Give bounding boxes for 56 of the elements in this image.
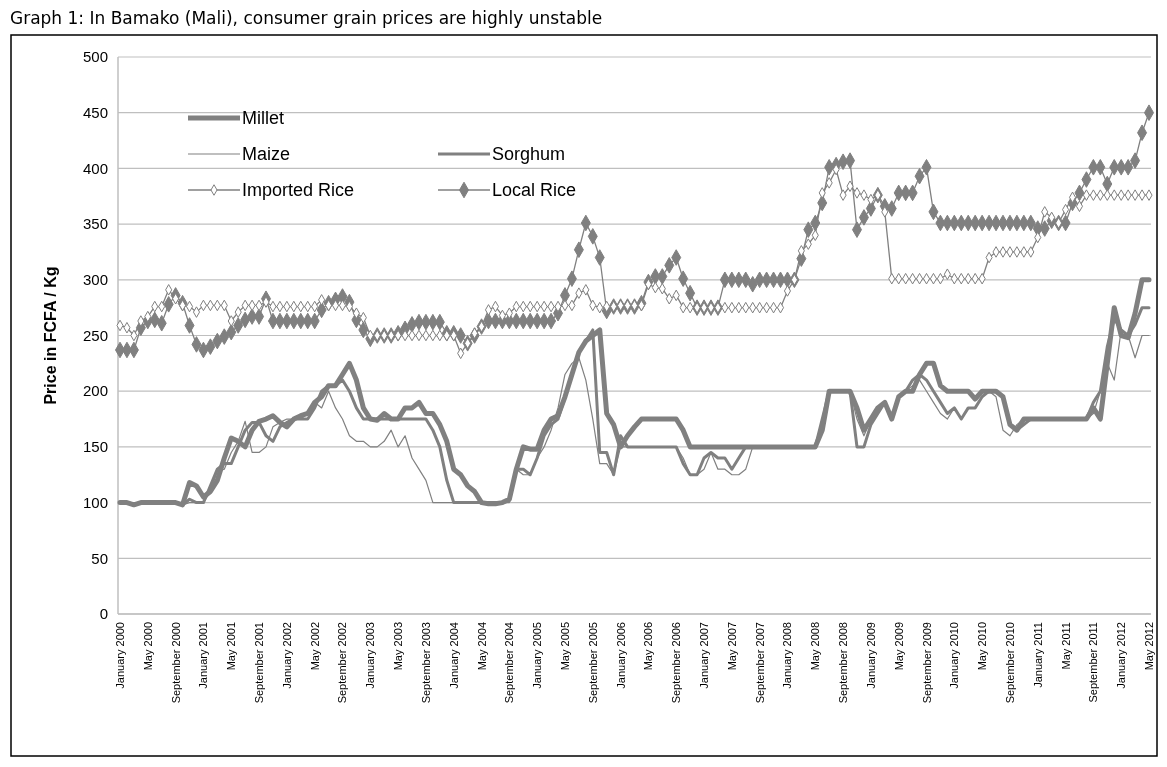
- x-tick-label: January 2011: [1031, 622, 1044, 688]
- y-tick-label: 50: [91, 549, 108, 567]
- x-tick-label: September 2003: [419, 622, 432, 704]
- x-tick-label: May 2001: [225, 622, 238, 671]
- y-tick-label: 0: [99, 605, 108, 623]
- x-tick-label: May 2000: [141, 622, 154, 671]
- x-tick-label: May 2002: [308, 622, 321, 671]
- x-tick-label: May 2011: [1059, 622, 1072, 670]
- x-tick-label: September 2010: [1003, 622, 1016, 704]
- chart-title: Graph 1: In Bamako (Mali), consumer grain prices are highly unstable: [10, 8, 603, 28]
- y-tick-label: 100: [82, 493, 108, 511]
- y-axis-title: Price in FCFA / Kg: [42, 266, 59, 405]
- x-tick-label: September 2004: [503, 622, 516, 704]
- legend-label: Imported Rice: [242, 180, 355, 201]
- x-tick-label: September 2002: [336, 622, 349, 704]
- x-tick-label: May 2009: [892, 622, 905, 671]
- x-tick-label: January 2001: [197, 622, 210, 689]
- x-tick-label: September 2011: [1087, 622, 1100, 703]
- y-tick-label: 150: [82, 438, 108, 456]
- y-tick-label: 250: [82, 326, 108, 344]
- x-tick-label: January 2005: [531, 622, 544, 689]
- y-tick-label: 400: [82, 159, 108, 177]
- x-tick-label: January 2000: [114, 622, 126, 689]
- x-tick-label: January 2008: [781, 622, 794, 689]
- x-tick-label: September 2007: [753, 622, 766, 704]
- x-tick-label: May 2006: [642, 622, 655, 671]
- x-tick-label: May 2012: [1143, 622, 1155, 671]
- x-tick-label: January 2003: [364, 622, 377, 689]
- x-tick-label: May 2008: [809, 622, 822, 671]
- x-tick-label: September 2001: [253, 622, 266, 704]
- x-tick-label: September 2005: [586, 622, 599, 704]
- legend-label: Sorghum: [492, 144, 566, 165]
- x-tick-label: January 2006: [614, 622, 627, 689]
- y-tick-label: 200: [82, 382, 108, 400]
- x-tick-label: January 2009: [864, 622, 877, 689]
- x-tick-label: January 2004: [447, 622, 460, 689]
- x-tick-label: May 2004: [475, 622, 488, 671]
- x-tick-label: September 2008: [837, 622, 850, 704]
- x-tick-label: May 2007: [725, 622, 738, 671]
- y-tick-label: 350: [82, 215, 108, 233]
- legend-label: Millet: [242, 108, 285, 129]
- x-tick-label: May 2010: [976, 622, 989, 671]
- x-tick-label: January 2012: [1115, 622, 1128, 689]
- x-tick-label: September 2000: [169, 622, 182, 704]
- x-tick-label: May 2005: [558, 622, 571, 671]
- y-tick-label: 450: [82, 103, 108, 121]
- x-tick-label: September 2009: [920, 622, 933, 704]
- legend-label: Maize: [242, 144, 291, 165]
- legend-label: Local Rice: [492, 180, 577, 201]
- y-tick-label: 500: [82, 48, 108, 66]
- y-tick-label: 300: [82, 271, 108, 289]
- x-tick-label: January 2007: [698, 622, 711, 689]
- x-tick-label: May 2003: [392, 622, 405, 671]
- x-tick-label: January 2010: [948, 622, 961, 689]
- x-tick-label: September 2006: [670, 622, 683, 704]
- x-tick-label: January 2002: [280, 622, 293, 689]
